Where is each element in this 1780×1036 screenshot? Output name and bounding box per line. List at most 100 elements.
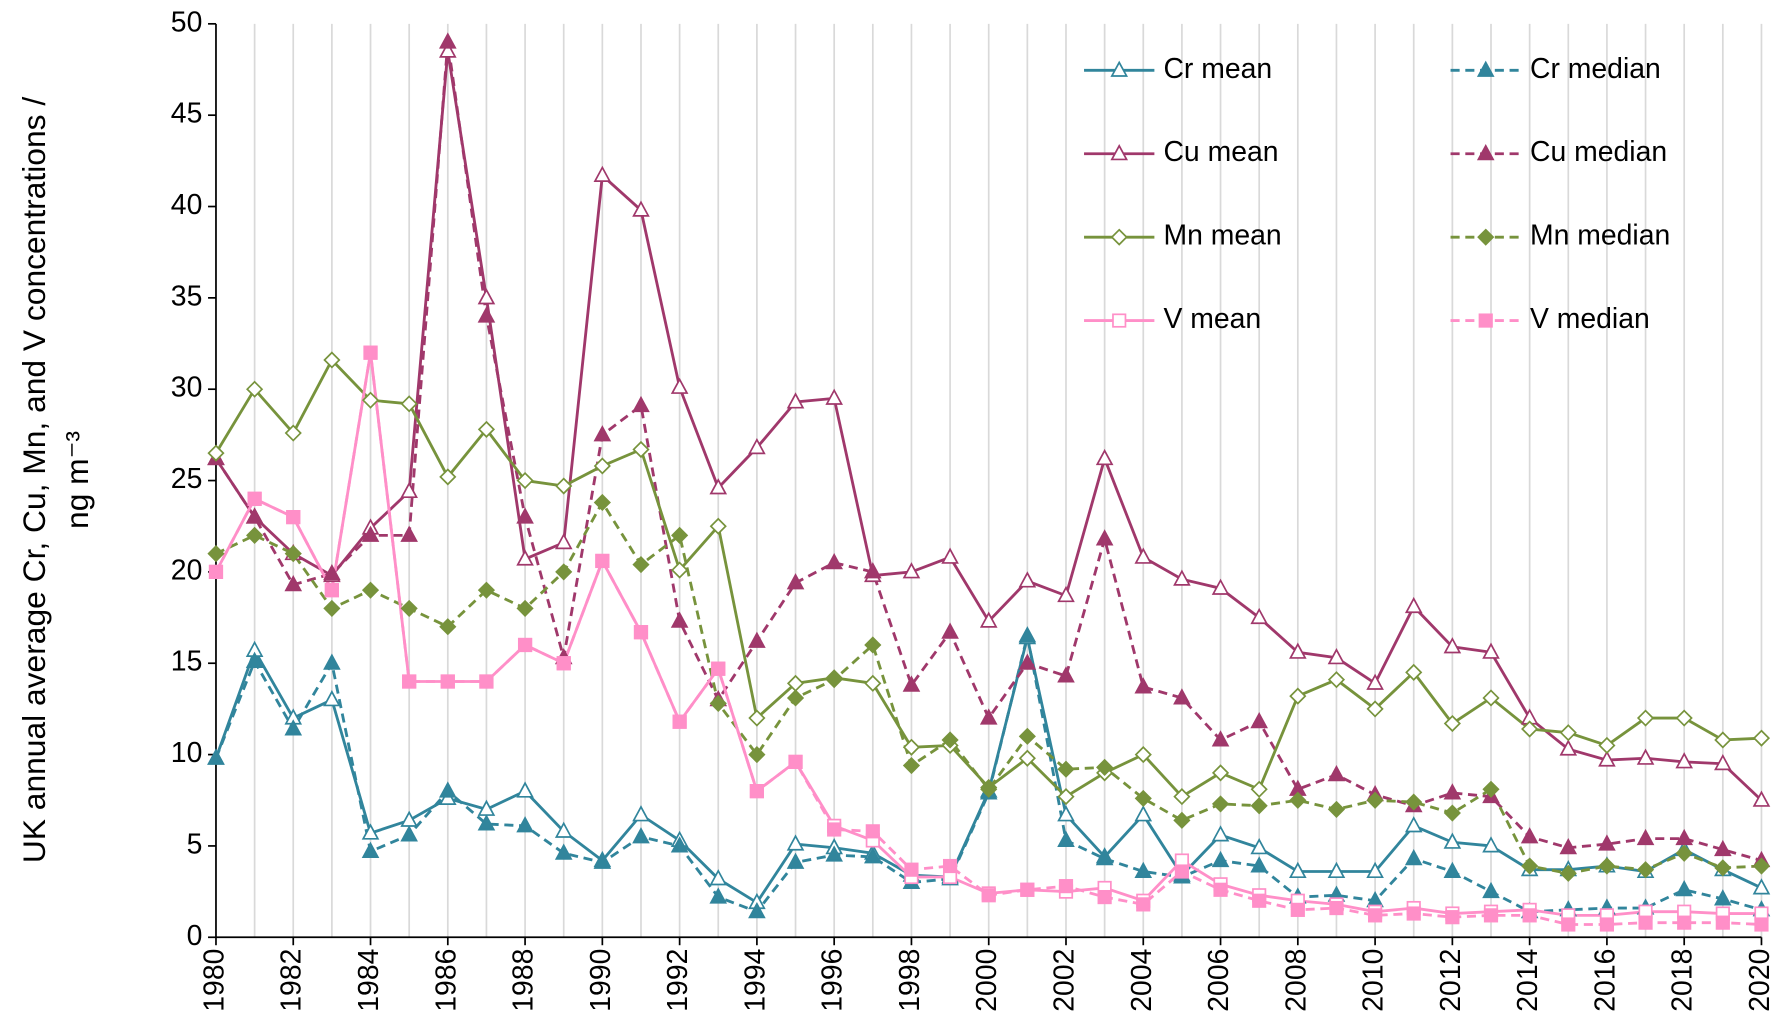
data-point xyxy=(1675,709,1693,727)
data-point xyxy=(979,708,998,725)
data-point xyxy=(827,822,842,837)
data-point xyxy=(1677,915,1692,930)
data-point xyxy=(632,200,650,217)
legend-label: V mean xyxy=(1163,303,1261,335)
data-point xyxy=(593,493,611,512)
data-point xyxy=(1173,569,1191,586)
x-tick-label: 2012 xyxy=(1435,949,1467,1012)
data-point xyxy=(1636,861,1655,879)
legend-marker xyxy=(1478,313,1493,328)
data-point xyxy=(1327,671,1346,689)
data-point xyxy=(670,836,689,853)
data-point xyxy=(671,526,689,544)
data-point xyxy=(1252,893,1267,908)
data-point xyxy=(1598,736,1616,755)
data-point xyxy=(1715,915,1730,930)
data-point xyxy=(1404,596,1423,614)
data-point xyxy=(361,841,380,858)
data-point xyxy=(788,754,803,769)
data-point xyxy=(439,618,457,636)
data-point xyxy=(284,719,303,736)
data-point xyxy=(748,746,766,764)
legend-label: Cu mean xyxy=(1163,136,1278,168)
data-point xyxy=(1522,908,1537,923)
x-tick-label: 2020 xyxy=(1744,949,1776,1012)
data-point xyxy=(709,694,727,713)
data-point xyxy=(902,738,921,756)
data-point xyxy=(786,573,805,590)
data-point xyxy=(245,507,264,524)
y-tick-label: 35 xyxy=(171,280,203,312)
data-point xyxy=(516,549,534,566)
data-point xyxy=(1057,830,1075,847)
legend-label: Cu median xyxy=(1530,136,1667,168)
data-point xyxy=(1714,839,1732,857)
data-point xyxy=(1752,857,1771,875)
x-tick-label: 2002 xyxy=(1048,949,1080,1012)
x-tick-label: 1988 xyxy=(508,949,540,1012)
data-point xyxy=(1057,666,1075,683)
data-point xyxy=(1714,889,1732,906)
data-point xyxy=(516,816,534,833)
data-point xyxy=(1559,864,1577,882)
x-tick-label: 2014 xyxy=(1512,949,1544,1012)
data-point xyxy=(748,437,766,455)
data-point xyxy=(1366,861,1384,879)
data-point xyxy=(1366,700,1384,718)
data-point xyxy=(1174,864,1189,879)
data-point xyxy=(1134,746,1152,764)
data-point xyxy=(1443,804,1461,822)
data-point xyxy=(477,581,496,599)
data-point xyxy=(1714,753,1732,771)
data-point xyxy=(400,825,418,842)
data-point xyxy=(1638,915,1653,930)
y-tick-label: 0 xyxy=(187,920,203,952)
data-point xyxy=(361,823,380,840)
data-point xyxy=(902,562,921,579)
data-point xyxy=(980,780,998,798)
x-tick-label: 2018 xyxy=(1667,949,1699,1012)
x-tick-label: 2004 xyxy=(1126,949,1158,1012)
data-point xyxy=(1598,834,1616,851)
data-point xyxy=(323,690,341,707)
data-point xyxy=(825,553,843,570)
data-point xyxy=(1057,585,1075,603)
data-point xyxy=(1327,764,1346,782)
x-tick-label: 1990 xyxy=(585,949,617,1012)
data-point xyxy=(438,32,457,49)
data-point xyxy=(902,756,921,775)
data-point xyxy=(711,661,726,676)
data-point xyxy=(1095,448,1114,466)
data-point xyxy=(593,457,611,475)
data-point xyxy=(1366,791,1384,809)
data-point xyxy=(1018,749,1036,767)
data-point xyxy=(554,843,573,860)
data-point xyxy=(1095,529,1114,546)
data-point xyxy=(1250,838,1268,855)
data-point xyxy=(632,440,650,459)
legend-marker xyxy=(1112,313,1127,328)
data-point xyxy=(1675,844,1693,862)
data-point xyxy=(1097,889,1112,905)
data-point xyxy=(246,380,264,398)
data-point xyxy=(400,525,418,542)
data-point xyxy=(1636,748,1655,765)
data-point xyxy=(942,858,958,874)
data-point xyxy=(748,901,766,919)
data-point xyxy=(1482,689,1500,707)
data-point xyxy=(1443,714,1461,733)
x-tick-label: 1998 xyxy=(894,949,926,1012)
data-point xyxy=(246,526,264,544)
data-point xyxy=(1018,571,1037,588)
data-point xyxy=(748,631,766,648)
data-point xyxy=(1250,607,1268,625)
data-point xyxy=(864,847,882,864)
data-point xyxy=(670,377,689,394)
data-point xyxy=(1289,642,1307,659)
data-point xyxy=(323,599,341,618)
data-point xyxy=(593,165,612,182)
data-point xyxy=(1443,637,1462,654)
data-point xyxy=(516,507,534,524)
